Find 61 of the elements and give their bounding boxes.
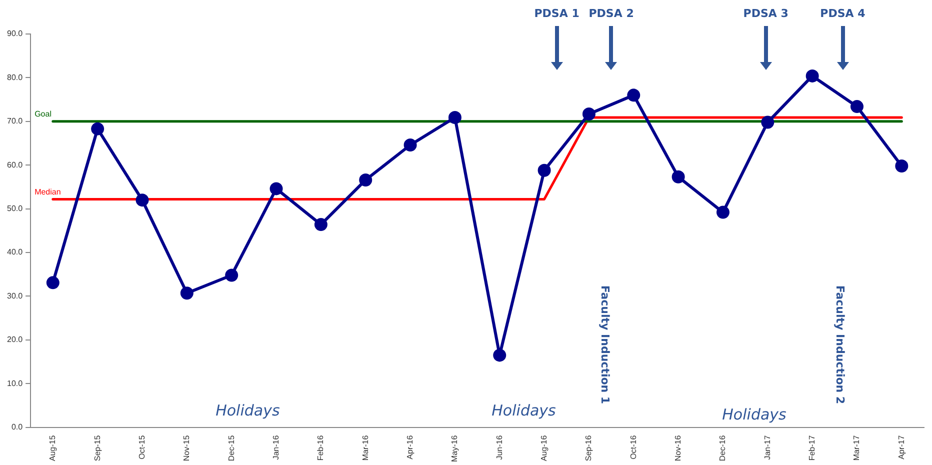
text: PDSA 2: [588, 6, 634, 20]
x-tick-label: May-16: [450, 434, 460, 462]
x-tick-label: Mar-16: [360, 434, 370, 461]
point: [225, 268, 238, 282]
x-tick-label: Apr-16: [405, 434, 414, 460]
annotation: Holidays: [492, 401, 556, 420]
x-tick-label: Oct-16: [628, 434, 638, 460]
point: [850, 100, 864, 114]
x-tick-label: Sep-16: [584, 434, 594, 462]
point: [672, 170, 685, 184]
y-tick-label: 30.0: [6, 291, 24, 300]
point: [716, 206, 730, 219]
y-tick-label: 20.0: [6, 335, 24, 344]
point: [493, 348, 506, 362]
x-tick-label: Sep-15: [92, 434, 102, 462]
annotation: Faculty Induction 1: [598, 285, 612, 404]
x-tick-label: Apr-17: [896, 434, 906, 460]
x-tick-label: Aug-16: [539, 434, 548, 462]
y-tick-label: 60.0: [6, 160, 24, 170]
series-label: Goal: [34, 110, 52, 119]
point: [895, 159, 908, 172]
y-tick-label: 10.0: [6, 378, 24, 388]
point: [538, 164, 551, 177]
y-tick-label: 40.0: [6, 248, 24, 257]
y-tick-label: 70.0: [6, 116, 24, 126]
point: [761, 116, 774, 129]
point: [627, 88, 640, 102]
annotation: Faculty Induction 2: [833, 285, 846, 404]
y-tick-label: 50.0: [6, 204, 24, 214]
text: PDSA 1: [534, 6, 580, 20]
x-tick-label: Nov-15: [182, 434, 192, 462]
point: [448, 110, 462, 124]
x-tick-label: Jan-16: [271, 434, 280, 460]
x-tick-label: Feb-17: [808, 434, 817, 461]
x-tick-label: Feb-16: [316, 434, 326, 461]
x-tick-label: Nov-16: [674, 434, 683, 462]
y-tick-label: 90.0: [6, 29, 24, 38]
point: [91, 122, 104, 136]
point: [359, 173, 372, 186]
x-tick-label: Dec-15: [226, 434, 236, 462]
annotation: Holidays: [216, 401, 280, 420]
x-tick-label: Oct-15: [137, 434, 146, 460]
point: [404, 138, 417, 152]
y-tick-label: 80.0: [6, 72, 24, 82]
x-tick-label: Mar-17: [852, 434, 862, 461]
point: [314, 218, 328, 232]
point: [806, 69, 819, 82]
series-label: Median: [34, 187, 61, 196]
x-tick-label: Dec-16: [718, 434, 728, 462]
text: PDSA 4: [820, 6, 866, 20]
point: [270, 182, 283, 196]
point: [180, 286, 194, 300]
x-tick-label: Jan-17: [762, 434, 772, 460]
point: [46, 276, 60, 290]
point: [136, 194, 149, 207]
annotation: Holidays: [722, 405, 787, 424]
point: [582, 107, 596, 120]
y-tick-label: 0.0: [11, 422, 24, 432]
text: PDSA 3: [743, 6, 788, 20]
x-tick-label: Aug-15: [48, 434, 58, 462]
x-tick-label: Jun-16: [494, 434, 504, 460]
